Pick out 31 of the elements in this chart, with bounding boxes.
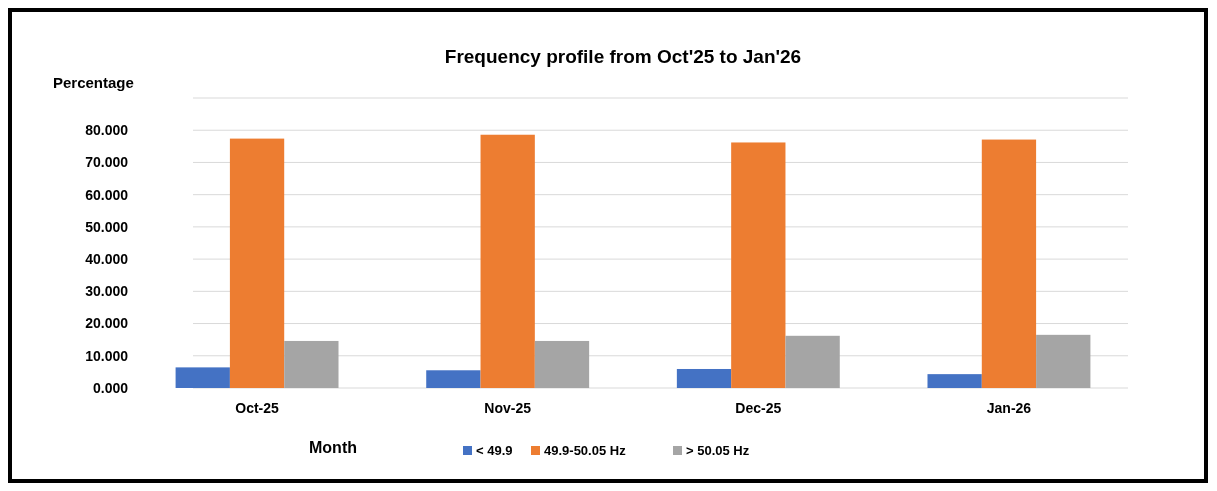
- bar: [785, 335, 840, 388]
- bar: [480, 134, 535, 388]
- bar: [927, 374, 982, 388]
- y-axis-title: Percentage: [53, 74, 134, 91]
- y-tick-label: 10.000: [85, 347, 129, 364]
- y-tick-label: 70.000: [85, 154, 129, 171]
- bar: [981, 139, 1037, 388]
- bar: [284, 340, 339, 388]
- y-tick-label: 0.000: [92, 379, 129, 396]
- bar: [1036, 334, 1091, 388]
- y-tick-label: 20.000: [85, 315, 129, 332]
- y-tick-label: 50.000: [85, 218, 129, 235]
- y-tick-label: 40.000: [85, 251, 129, 268]
- x-axis-title: Month: [309, 439, 357, 456]
- legend-label: < 49.9: [476, 443, 513, 458]
- x-tick-label: Oct-25: [235, 400, 280, 416]
- bar: [175, 367, 230, 388]
- y-tick-label: 30.000: [85, 283, 129, 300]
- bar: [426, 370, 481, 388]
- bar: [229, 138, 285, 388]
- y-tick-label: 80.000: [85, 122, 129, 139]
- legend-label: > 50.05 Hz: [686, 443, 750, 458]
- x-tick-label: Jan-26: [986, 400, 1032, 416]
- bar: [731, 142, 786, 388]
- bar: [676, 368, 732, 388]
- x-tick-label: Nov-25: [484, 400, 532, 416]
- legend-label: 49.9-50.05 Hz: [544, 443, 627, 458]
- y-tick-label: 60.000: [85, 186, 129, 203]
- chart-title: Frequency profile from Oct'25 to Jan'26: [444, 46, 802, 67]
- bar: [534, 340, 590, 388]
- x-tick-label: Dec-25: [735, 400, 782, 416]
